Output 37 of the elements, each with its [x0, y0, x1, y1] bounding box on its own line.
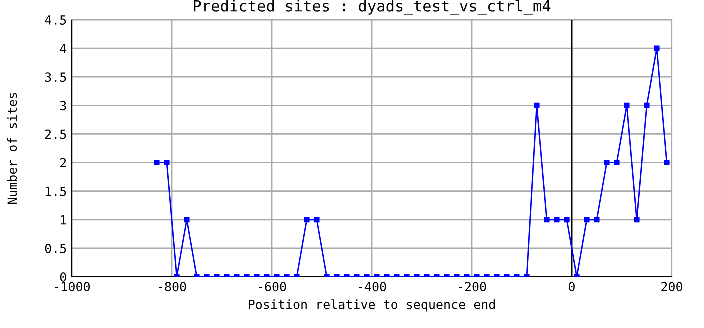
x-tick-label: -600	[259, 282, 286, 292]
point	[304, 217, 310, 223]
y-tick-label: 1.5	[46, 187, 66, 196]
point	[594, 217, 600, 223]
y-tick-label: 3	[60, 101, 66, 111]
point	[564, 217, 570, 223]
x-axis-title: Position relative to sequence end	[249, 300, 496, 312]
point	[644, 102, 650, 108]
point	[554, 217, 560, 223]
point	[584, 217, 590, 223]
point	[664, 160, 670, 166]
x-tick-label: -800	[159, 282, 186, 292]
point	[634, 217, 640, 223]
point	[624, 102, 630, 108]
y-tick-label: 0	[60, 272, 66, 282]
x-tick-label: -1000	[55, 282, 90, 292]
point	[544, 217, 550, 223]
y-axis-title: Number of sites	[7, 93, 18, 204]
point	[534, 102, 540, 108]
y-tick-label: 3.5	[45, 72, 66, 82]
x-tick-label: -400	[359, 282, 386, 292]
point	[604, 160, 610, 166]
y-tick-label: 0.5	[45, 244, 66, 254]
point	[154, 160, 160, 166]
point	[614, 160, 620, 166]
point	[184, 217, 190, 223]
y-tick-label: 1	[61, 216, 66, 225]
y-tick-label: 2	[60, 158, 66, 168]
chart-title: Predicted sites : dyads_test_vs_ctrl_m4	[194, 0, 551, 16]
y-tick-label: 4.5	[45, 16, 66, 25]
point	[164, 160, 170, 166]
y-tick-label: 2.5	[45, 130, 66, 140]
x-tick-label: -200	[459, 282, 486, 292]
x-tick-label: 200	[662, 282, 682, 292]
point	[314, 217, 320, 223]
x-tick-label: 0	[569, 282, 575, 292]
y-tick-label: 4	[60, 44, 67, 54]
